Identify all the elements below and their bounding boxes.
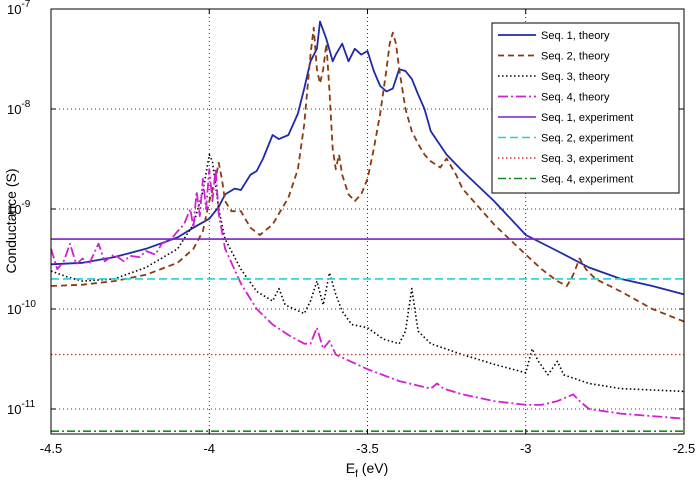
legend-label: Seq. 2, experiment: [541, 133, 633, 145]
x-tick-label: -3.5: [356, 441, 378, 456]
legend: Seq. 1, theory Seq. 2, theory Seq. 3, theo…: [491, 22, 680, 194]
legend-label: Seq. 3, experiment: [541, 153, 633, 165]
y-axis-label: Conductance (S): [3, 168, 19, 273]
grid: [51, 9, 684, 434]
x-tick-label: -2.5: [673, 441, 695, 456]
x-axis-label-main: E: [346, 460, 355, 476]
series-line-2: [50, 26, 685, 323]
x-tick-label: -4: [203, 441, 215, 456]
series-line-4: [50, 168, 685, 420]
x-tick-label: -4.5: [40, 441, 62, 456]
x-axis-label-sub: f: [355, 469, 358, 480]
x-tick-label: -3: [520, 441, 532, 456]
y-tick-label: 10-11: [7, 399, 36, 417]
x-axis-label-unit: (eV): [358, 460, 388, 476]
y-tick-label: 10-9: [7, 199, 31, 217]
legend-label: Seq. 3, theory: [541, 71, 610, 83]
y-tick-label: 10-7: [7, 0, 31, 17]
legend-label: Seq. 1, theory: [541, 30, 610, 42]
legend-label: Seq. 4, theory: [541, 92, 610, 104]
y-tick-label: 10-8: [7, 99, 31, 117]
legend-label: Seq. 4, experiment: [541, 174, 633, 186]
legend-box: [491, 22, 680, 194]
legend-label: Seq. 1, experiment: [541, 112, 633, 124]
y-tick-label: 10-10: [7, 299, 36, 317]
x-axis-label: Ef (eV): [346, 460, 388, 480]
series-line-1: [50, 20, 685, 296]
legend-label: Seq. 2, theory: [541, 51, 610, 63]
ticks: -4.5 -4 -3.5 -3 -2.5 10-11 10-10 10-9 10-8 10-7: [7, 0, 695, 456]
